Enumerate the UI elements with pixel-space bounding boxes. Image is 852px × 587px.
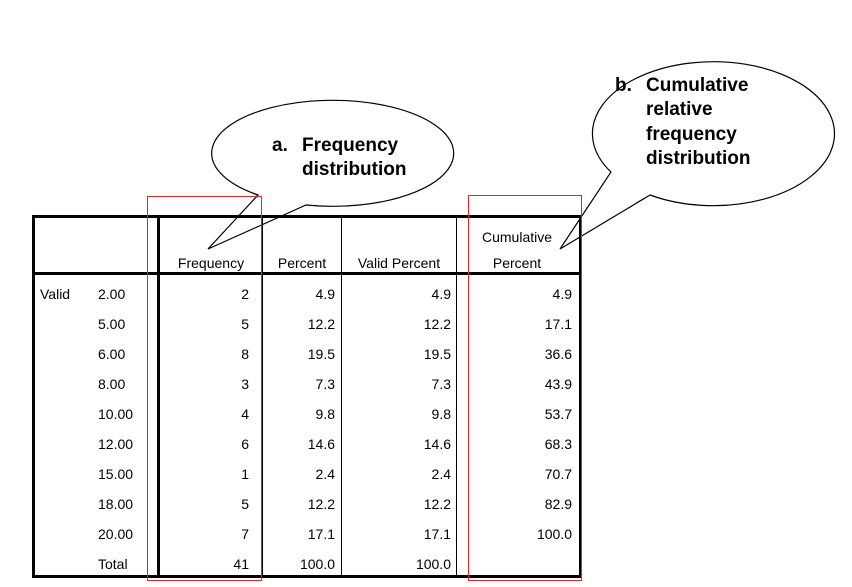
- cell-valid-percent: 7.3: [431, 376, 451, 392]
- cell-cumulative: 82.9: [544, 496, 572, 512]
- cell-frequency: 1: [241, 466, 249, 482]
- column-divider: [157, 218, 160, 575]
- cell-valid-percent: 4.9: [431, 286, 451, 302]
- frequency-table: [32, 215, 582, 578]
- column-divider: [341, 218, 342, 575]
- callout-b-letter: b.: [615, 75, 632, 96]
- cell-value: 12.00: [98, 436, 134, 452]
- cell-valid-percent: 19.5: [423, 346, 451, 362]
- cell-percent: 19.5: [307, 346, 335, 362]
- cell-valid-percent: 9.8: [431, 406, 451, 422]
- cell-percent: 12.2: [307, 496, 335, 512]
- callout-a-bubble: [207, 99, 455, 250]
- callout-b-line2: relative: [646, 99, 713, 120]
- cell-value: 8.00: [98, 376, 126, 392]
- cell-frequency: 4: [241, 406, 249, 422]
- cell-percent: 17.1: [307, 526, 335, 542]
- cell-value: 20.00: [98, 526, 134, 542]
- callout-a-line1: Frequency: [302, 135, 399, 156]
- cell-value: 2.00: [98, 286, 126, 302]
- cell-valid-percent: 17.1: [423, 526, 451, 542]
- column-divider: [262, 218, 263, 575]
- cell-valid-percent: 12.2: [423, 316, 451, 332]
- cell-valid-percent: 2.4: [431, 466, 451, 482]
- callout-a-letter: a.: [272, 135, 288, 156]
- cell-frequency: 8: [241, 346, 249, 362]
- cell-value: 18.00: [98, 496, 134, 512]
- cell-cumulative: 43.9: [544, 376, 572, 392]
- cell-percent: 12.2: [307, 316, 335, 332]
- column-divider: [456, 218, 457, 575]
- cell-cumulative: 100.0: [536, 526, 572, 542]
- cell-frequency: 5: [241, 496, 249, 512]
- cell-percent: 9.8: [315, 406, 335, 422]
- cell-valid-percent: 12.2: [423, 496, 451, 512]
- cell-cumulative: 53.7: [544, 406, 572, 422]
- cell-frequency: 41: [233, 556, 249, 572]
- callout-b-line4: distribution: [646, 148, 751, 169]
- cell-frequency: 2: [241, 286, 249, 302]
- cell-cumulative: 17.1: [544, 316, 572, 332]
- cell-frequency: 6: [241, 436, 249, 452]
- header-valid-percent: Valid Percent: [357, 255, 441, 271]
- cell-percent: 4.9: [315, 286, 335, 302]
- cell-percent: 14.6: [307, 436, 335, 452]
- cell-value: 15.00: [98, 466, 134, 482]
- cell-cumulative: 70.7: [544, 466, 572, 482]
- cell-value: 5.00: [98, 316, 126, 332]
- cell-frequency: 3: [241, 376, 249, 392]
- cell-valid-percent: 14.6: [423, 436, 451, 452]
- cell-percent: 2.4: [315, 466, 335, 482]
- header-cumulative: Cumulative: [481, 229, 553, 245]
- cell-value: 6.00: [98, 346, 126, 362]
- callout-b-bubble: [559, 61, 836, 250]
- callout-b-line3: frequency: [646, 124, 737, 145]
- cell-cumulative: 4.9: [552, 286, 572, 302]
- cell-frequency: 5: [241, 316, 249, 332]
- cell-cumulative: 36.6: [544, 346, 572, 362]
- cell-value: 10.00: [98, 406, 134, 422]
- header-frequency: Frequency: [177, 255, 245, 271]
- header-divider: [35, 272, 579, 275]
- highlight-frequency-column: [147, 196, 262, 581]
- row-group-label: Valid: [40, 286, 71, 302]
- cell-percent: 7.3: [315, 376, 335, 392]
- highlight-cumulative-column: [468, 195, 582, 581]
- callout-a-line2: distribution: [302, 159, 407, 180]
- cell-valid-percent: 100.0: [415, 556, 451, 572]
- header-cumulative-percent: Percent: [492, 255, 542, 271]
- cell-cumulative: 68.3: [544, 436, 572, 452]
- cell-percent: 100.0: [299, 556, 335, 572]
- cell-value: Total: [98, 556, 128, 572]
- callout-b-line1: Cumulative: [646, 75, 749, 96]
- header-percent: Percent: [277, 255, 327, 271]
- cell-frequency: 7: [241, 526, 249, 542]
